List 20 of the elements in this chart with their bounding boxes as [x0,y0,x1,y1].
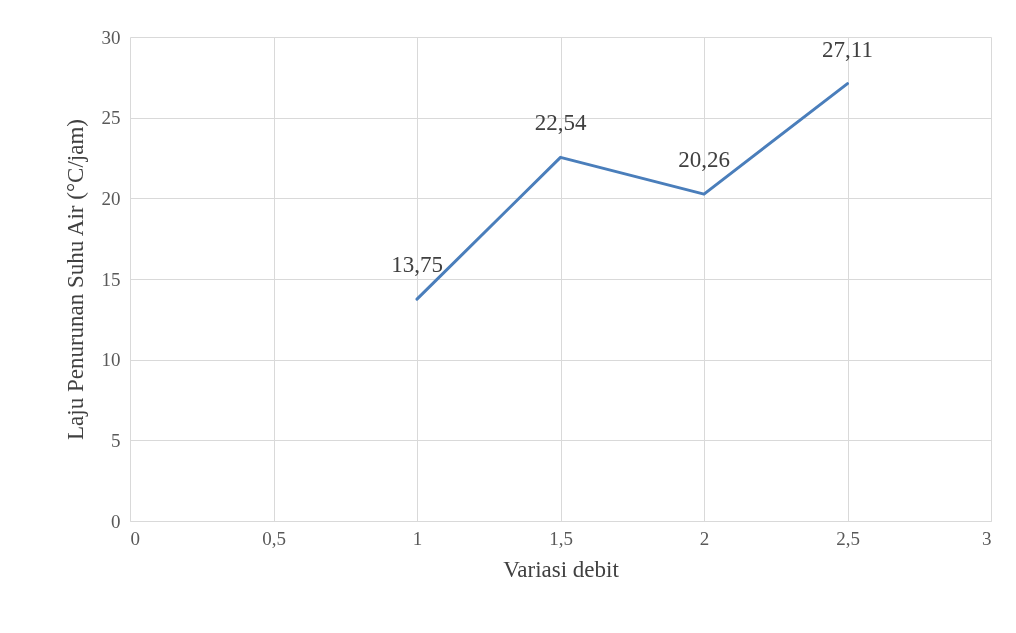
x-axis-title: Variasi debit [503,556,620,582]
x-tick-label: 0,5 [262,527,286,549]
y-tick-label: 30 [101,26,121,48]
x-tick-label: 0 [130,527,140,549]
x-tick-label: 2,5 [836,527,860,549]
data-label: 13,75 [391,252,443,278]
x-tick-label: 3 [982,527,992,549]
y-tick-label: 20 [101,187,121,209]
data-label: 20,26 [678,147,730,173]
data-label: 27,11 [822,36,873,62]
y-tick-label: 10 [101,349,121,371]
x-tick-label: 1 [412,527,423,549]
y-tick-label: 15 [101,268,121,290]
x-tick-label: 2 [699,527,710,549]
y-tick-label: 0 [111,510,121,532]
x-tick-label: 1,5 [549,527,573,549]
y-tick-label: 5 [111,429,121,451]
y-axis-title: Laju Penurunan Suhu Air (°C/jam) [62,119,88,440]
data-label: 22,54 [534,110,587,136]
y-tick-label: 25 [101,107,121,129]
